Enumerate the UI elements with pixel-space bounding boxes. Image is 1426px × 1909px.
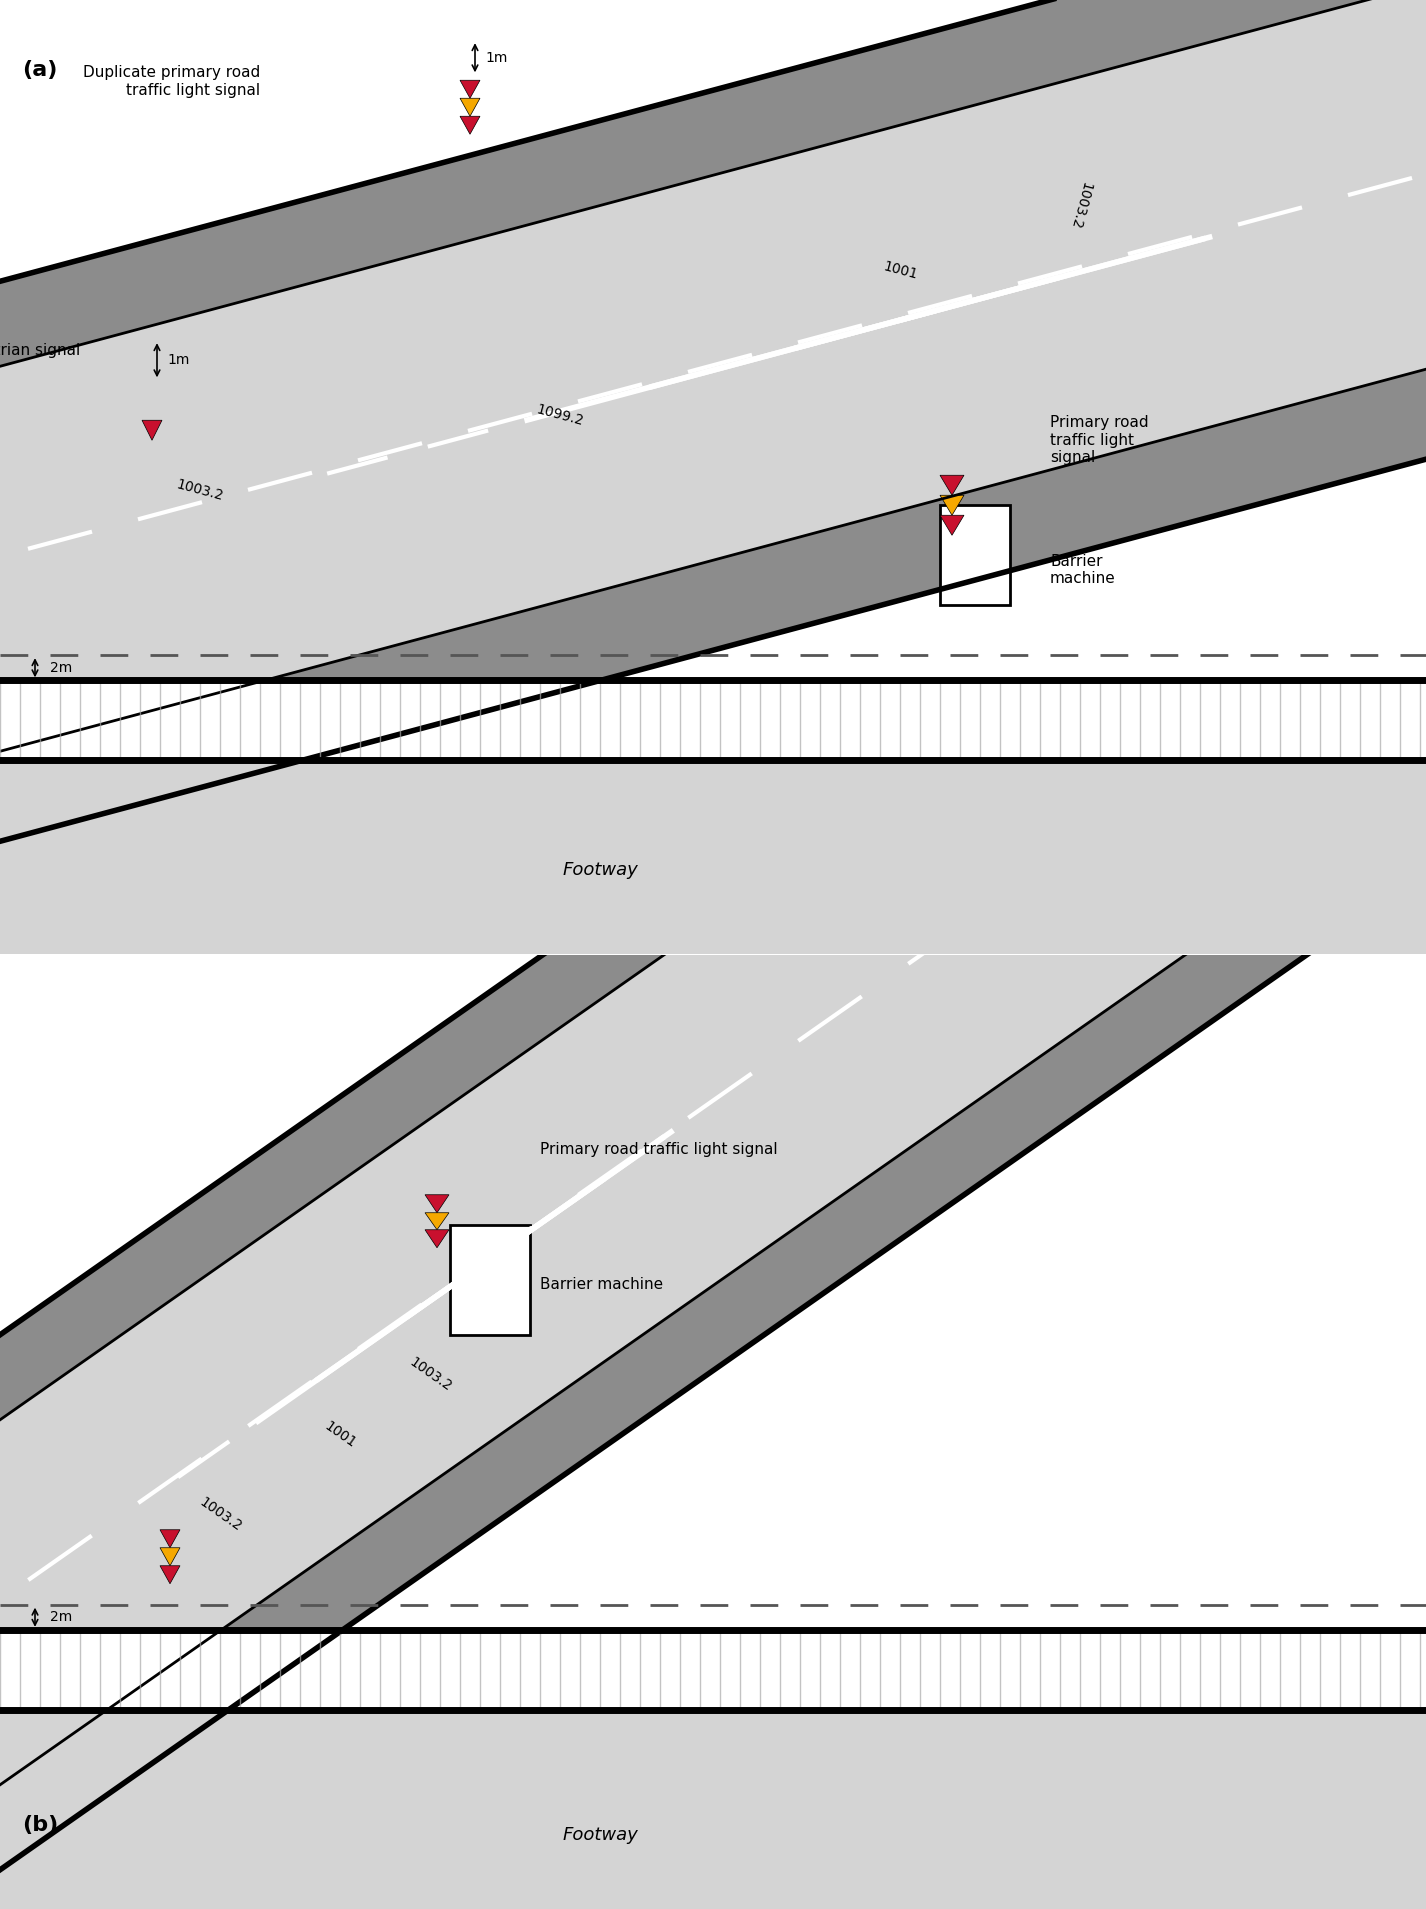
Bar	[0, 680, 1426, 760]
Polygon shape	[940, 475, 964, 494]
Text: Primary road
traffic light
signal: Primary road traffic light signal	[1050, 416, 1148, 466]
Bar	[0, 1630, 1426, 1710]
Text: 1003.2: 1003.2	[406, 1355, 453, 1394]
Polygon shape	[425, 1212, 449, 1229]
Text: 2m: 2m	[50, 1611, 73, 1625]
Polygon shape	[0, 0, 1426, 752]
Text: 1003.2: 1003.2	[1067, 179, 1092, 231]
Text: Barrier machine: Barrier machine	[540, 1277, 663, 1292]
Text: 1003.2: 1003.2	[197, 1495, 244, 1535]
Bar	[451, 1226, 530, 1334]
Polygon shape	[160, 1529, 180, 1548]
Polygon shape	[425, 1195, 449, 1212]
Polygon shape	[461, 97, 481, 116]
Polygon shape	[0, 422, 1426, 1785]
Text: 1m: 1m	[167, 353, 190, 367]
Text: 1099.2: 1099.2	[535, 403, 585, 428]
Text: 1001: 1001	[881, 260, 918, 281]
Text: Pedestrian signal: Pedestrian signal	[0, 344, 80, 357]
Polygon shape	[425, 1229, 449, 1248]
Text: (a): (a)	[21, 61, 57, 80]
Text: Duplicate primary road
traffic light signal: Duplicate primary road traffic light sig…	[83, 65, 260, 97]
Text: (b): (b)	[21, 1815, 58, 1835]
Polygon shape	[0, 0, 1426, 367]
Text: 1001: 1001	[321, 1418, 358, 1451]
Polygon shape	[160, 1548, 180, 1565]
Text: 1003.2: 1003.2	[175, 477, 225, 504]
Text: 2m: 2m	[50, 661, 73, 674]
Polygon shape	[0, 336, 1426, 1420]
Polygon shape	[461, 116, 481, 134]
Bar	[0, 1710, 1426, 1909]
Polygon shape	[143, 420, 163, 441]
Text: Barrier
machine: Barrier machine	[1050, 554, 1115, 586]
Bar	[940, 506, 1010, 605]
Polygon shape	[0, 368, 1426, 842]
Polygon shape	[461, 80, 481, 97]
Polygon shape	[940, 494, 964, 515]
Text: Primary road traffic light signal: Primary road traffic light signal	[540, 1142, 777, 1157]
Polygon shape	[0, 787, 1426, 1869]
Text: Footway: Footway	[562, 1825, 637, 1844]
Text: 1m: 1m	[485, 52, 508, 65]
Polygon shape	[160, 1565, 180, 1584]
Bar	[0, 760, 1426, 954]
Text: Footway: Footway	[562, 861, 637, 880]
Polygon shape	[940, 515, 964, 535]
